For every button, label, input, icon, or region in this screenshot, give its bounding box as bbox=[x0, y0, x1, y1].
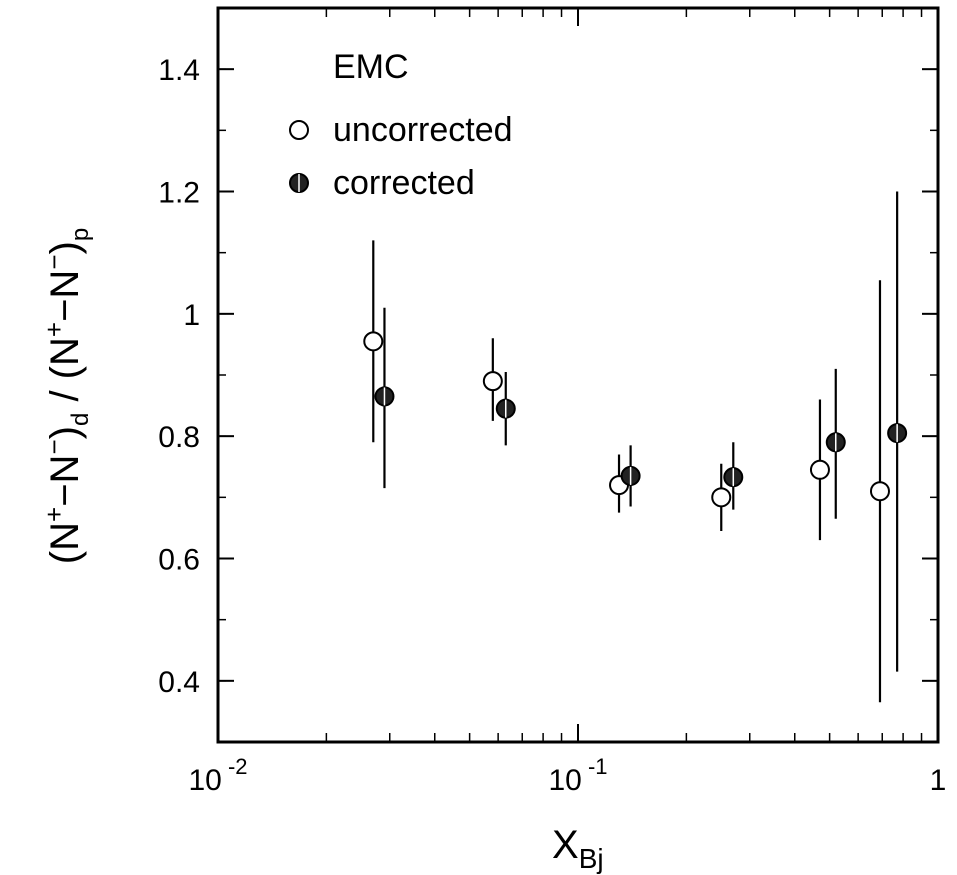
error-bars bbox=[372, 191, 899, 703]
y-tick-label: 1.4 bbox=[158, 54, 200, 87]
legend-label-corrected: corrected bbox=[333, 164, 475, 202]
y-tick-label: 1.2 bbox=[158, 177, 200, 210]
x-axis-ticks: 10 -2 10 -1 1 bbox=[188, 8, 946, 797]
x-tick-label: 1 bbox=[930, 764, 947, 797]
legend-title: EMC bbox=[333, 48, 409, 86]
y-tick-label: 0.6 bbox=[158, 544, 200, 577]
y-axis-title: (N+−N−)d / (N+−N−)p bbox=[39, 228, 94, 564]
x-tick-label: 10 -2 bbox=[188, 754, 247, 797]
legend-label-uncorrected: uncorrected bbox=[333, 111, 513, 149]
point-uncorrected bbox=[869, 481, 890, 502]
point-uncorrected bbox=[363, 331, 384, 352]
y-tick-label: 1 bbox=[183, 299, 200, 332]
plot-frame bbox=[216, 6, 940, 744]
x-axis-title: XBj bbox=[552, 823, 604, 874]
point-uncorrected bbox=[482, 371, 503, 392]
y-tick-label: 0.4 bbox=[158, 666, 200, 699]
point-uncorrected bbox=[809, 459, 830, 480]
x-axis-title-sub: Bj bbox=[579, 843, 604, 874]
legend-marker-uncorrected bbox=[289, 120, 309, 140]
legend: EMC uncorrected corrected bbox=[289, 48, 513, 202]
point-uncorrected bbox=[711, 487, 732, 508]
y-axis-ticks: 0.4 0.6 0.8 1 1.2 1.4 bbox=[158, 7, 938, 743]
data-points bbox=[363, 331, 908, 508]
y-tick-label: 0.8 bbox=[158, 421, 200, 454]
x-tick-label: 10 -1 bbox=[548, 754, 607, 797]
x-axis-title-main: X bbox=[552, 823, 579, 867]
